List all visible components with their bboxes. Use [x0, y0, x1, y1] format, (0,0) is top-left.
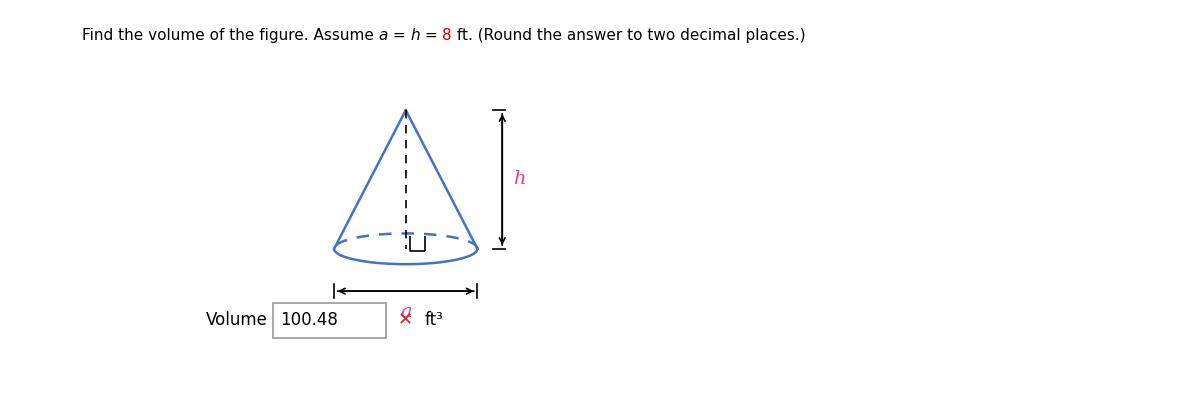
- Text: Find the volume of the figure. Assume: Find the volume of the figure. Assume: [82, 28, 378, 43]
- Text: =: =: [420, 28, 443, 43]
- Text: 8: 8: [443, 28, 452, 43]
- Text: Volume: Volume: [206, 311, 268, 329]
- Text: 100.48: 100.48: [281, 311, 338, 329]
- Text: a: a: [378, 28, 388, 43]
- FancyBboxPatch shape: [274, 303, 385, 338]
- Text: =: =: [388, 28, 410, 43]
- Text: h: h: [410, 28, 420, 43]
- Text: h: h: [514, 171, 526, 188]
- Text: ✕: ✕: [397, 311, 413, 329]
- Text: ft. (Round the answer to two decimal places.): ft. (Round the answer to two decimal pla…: [452, 28, 805, 43]
- Text: ft³: ft³: [425, 311, 443, 329]
- Text: a: a: [400, 303, 412, 322]
